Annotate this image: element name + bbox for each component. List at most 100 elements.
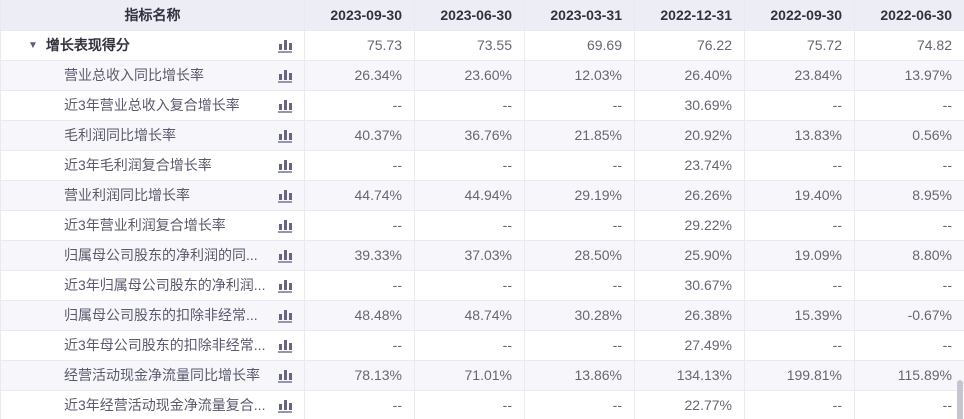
value-cell: 8.80%	[912, 247, 952, 263]
column-header-date: 2022-09-30	[745, 0, 855, 30]
value-cell: 19.09%	[745, 241, 855, 270]
value-cell: --	[942, 217, 952, 233]
value-cell: 25.90%	[635, 241, 745, 270]
column-header-date: 2022-06-30	[880, 7, 952, 23]
value-cell: --	[745, 271, 855, 300]
indicator-name-cell: 近3年母公司股东的扣除非经常...	[1, 331, 305, 360]
value-cell: 30.67%	[635, 271, 745, 300]
bar-chart-icon-glyph	[278, 340, 292, 353]
bar-chart-icon-glyph	[278, 400, 292, 413]
value-cell: --	[942, 97, 952, 113]
bar-chart-icon[interactable]	[276, 397, 294, 414]
indicator-label: 近3年经营活动现金净流量复合...	[64, 397, 266, 413]
indicator-name-cell: 归属母公司股东的净利润的同...	[1, 241, 305, 270]
bar-chart-icon-glyph	[278, 370, 292, 383]
indicator-label: 归属母公司股东的扣除非经常...	[64, 307, 258, 323]
value-cell: --	[305, 271, 415, 300]
indicator-label: 归属母公司股东的净利润的同...	[64, 247, 258, 263]
value-cell: 13.86%	[525, 361, 635, 390]
value-cell: 71.01%	[415, 361, 525, 390]
value-cell: --	[415, 91, 525, 120]
value-cell: --	[305, 331, 415, 360]
indicator-label: 近3年归属母公司股东的净利润...	[64, 277, 266, 293]
value-cell: 30.28%	[525, 301, 635, 330]
value-cell: 23.74%	[635, 151, 745, 180]
value-cell: 76.22	[635, 31, 745, 60]
value-cell: 22.77%	[635, 391, 745, 419]
bar-chart-icon[interactable]	[276, 337, 294, 354]
value-cell: 69.69	[525, 31, 635, 60]
bar-chart-icon-glyph	[278, 190, 292, 203]
value-cell: --	[745, 391, 855, 419]
column-header-date: 2023-06-30	[415, 0, 525, 30]
column-header-date: 2023-09-30	[305, 0, 415, 30]
value-cell: 0.56%	[912, 127, 952, 143]
bar-chart-icon[interactable]	[276, 97, 294, 114]
bar-chart-icon[interactable]	[276, 187, 294, 204]
bar-chart-icon[interactable]	[276, 277, 294, 294]
bar-chart-icon[interactable]	[276, 127, 294, 144]
value-cell: 19.40%	[745, 181, 855, 210]
table-row: 近3年母公司股东的扣除非经常... -- -- -- 27.49% -- --	[1, 331, 964, 361]
value-cell: 26.34%	[305, 61, 415, 90]
table-row: 近3年营业总收入复合增长率 -- -- -- 30.69% -- --	[1, 91, 964, 121]
bar-chart-icon[interactable]	[276, 367, 294, 384]
value-cell: --	[525, 211, 635, 240]
indicator-label: 营业总收入同比增长率	[64, 67, 204, 83]
bar-chart-icon[interactable]	[276, 247, 294, 264]
indicator-name-cell: 营业利润同比增长率	[1, 181, 305, 210]
column-header-indicator-name: 指标名称	[1, 0, 305, 30]
value-cell: 40.37%	[305, 121, 415, 150]
value-cell: 21.85%	[525, 121, 635, 150]
indicator-name-cell: 经营活动现金净流量同比增长率	[1, 361, 305, 390]
table-row: 近3年归属母公司股东的净利润... -- -- -- 30.67% -- --	[1, 271, 964, 301]
value-cell: --	[305, 211, 415, 240]
bar-chart-icon[interactable]	[276, 37, 294, 54]
value-cell: 13.83%	[745, 121, 855, 150]
column-header-date: 2022-12-31	[635, 0, 745, 30]
value-cell: --	[305, 91, 415, 120]
value-cell: 29.22%	[635, 211, 745, 240]
bar-chart-icon[interactable]	[276, 217, 294, 234]
value-cell: --	[415, 151, 525, 180]
indicator-name-cell: ▼ 增长表现得分	[1, 31, 305, 60]
value-cell: -0.67%	[907, 307, 952, 323]
indicator-label: 近3年营业总收入复合增长率	[64, 97, 240, 113]
value-cell: 44.94%	[415, 181, 525, 210]
indicator-name-cell: 营业总收入同比增长率	[1, 61, 305, 90]
value-cell: 26.26%	[635, 181, 745, 210]
table-row: 近3年毛利润复合增长率 -- -- -- 23.74% -- --	[1, 151, 964, 181]
bar-chart-icon[interactable]	[276, 67, 294, 84]
value-cell: 37.03%	[415, 241, 525, 270]
bar-chart-icon-glyph	[278, 220, 292, 233]
value-cell: --	[942, 157, 952, 173]
value-cell: --	[525, 331, 635, 360]
value-cell: 13.97%	[904, 67, 952, 83]
value-cell: 23.84%	[745, 61, 855, 90]
indicator-label: 增长表现得分	[45, 37, 130, 53]
value-cell: --	[415, 331, 525, 360]
indicator-label: 营业利润同比增长率	[64, 187, 190, 203]
indicator-label: 近3年毛利润复合增长率	[64, 157, 212, 173]
indicator-label: 近3年营业利润复合增长率	[64, 217, 226, 233]
value-cell: 20.92%	[635, 121, 745, 150]
value-cell: --	[525, 271, 635, 300]
value-cell: 78.13%	[305, 361, 415, 390]
value-cell: --	[745, 91, 855, 120]
value-cell: 28.50%	[525, 241, 635, 270]
value-cell: --	[415, 211, 525, 240]
value-cell: 27.49%	[635, 331, 745, 360]
bar-chart-icon[interactable]	[276, 307, 294, 324]
bar-chart-icon-glyph	[278, 130, 292, 143]
value-cell: 39.33%	[305, 241, 415, 270]
value-cell: --	[525, 391, 635, 419]
bar-chart-icon-glyph	[278, 250, 292, 263]
vertical-scrollbar-thumb[interactable]	[957, 380, 963, 419]
bar-chart-icon-glyph	[278, 160, 292, 173]
value-cell: 115.89%	[897, 367, 952, 383]
value-cell: 23.60%	[415, 61, 525, 90]
table-row: 近3年经营活动现金净流量复合... -- -- -- 22.77% -- --	[1, 391, 964, 419]
bar-chart-icon[interactable]	[276, 157, 294, 174]
collapse-caret-icon[interactable]: ▼	[28, 39, 38, 51]
